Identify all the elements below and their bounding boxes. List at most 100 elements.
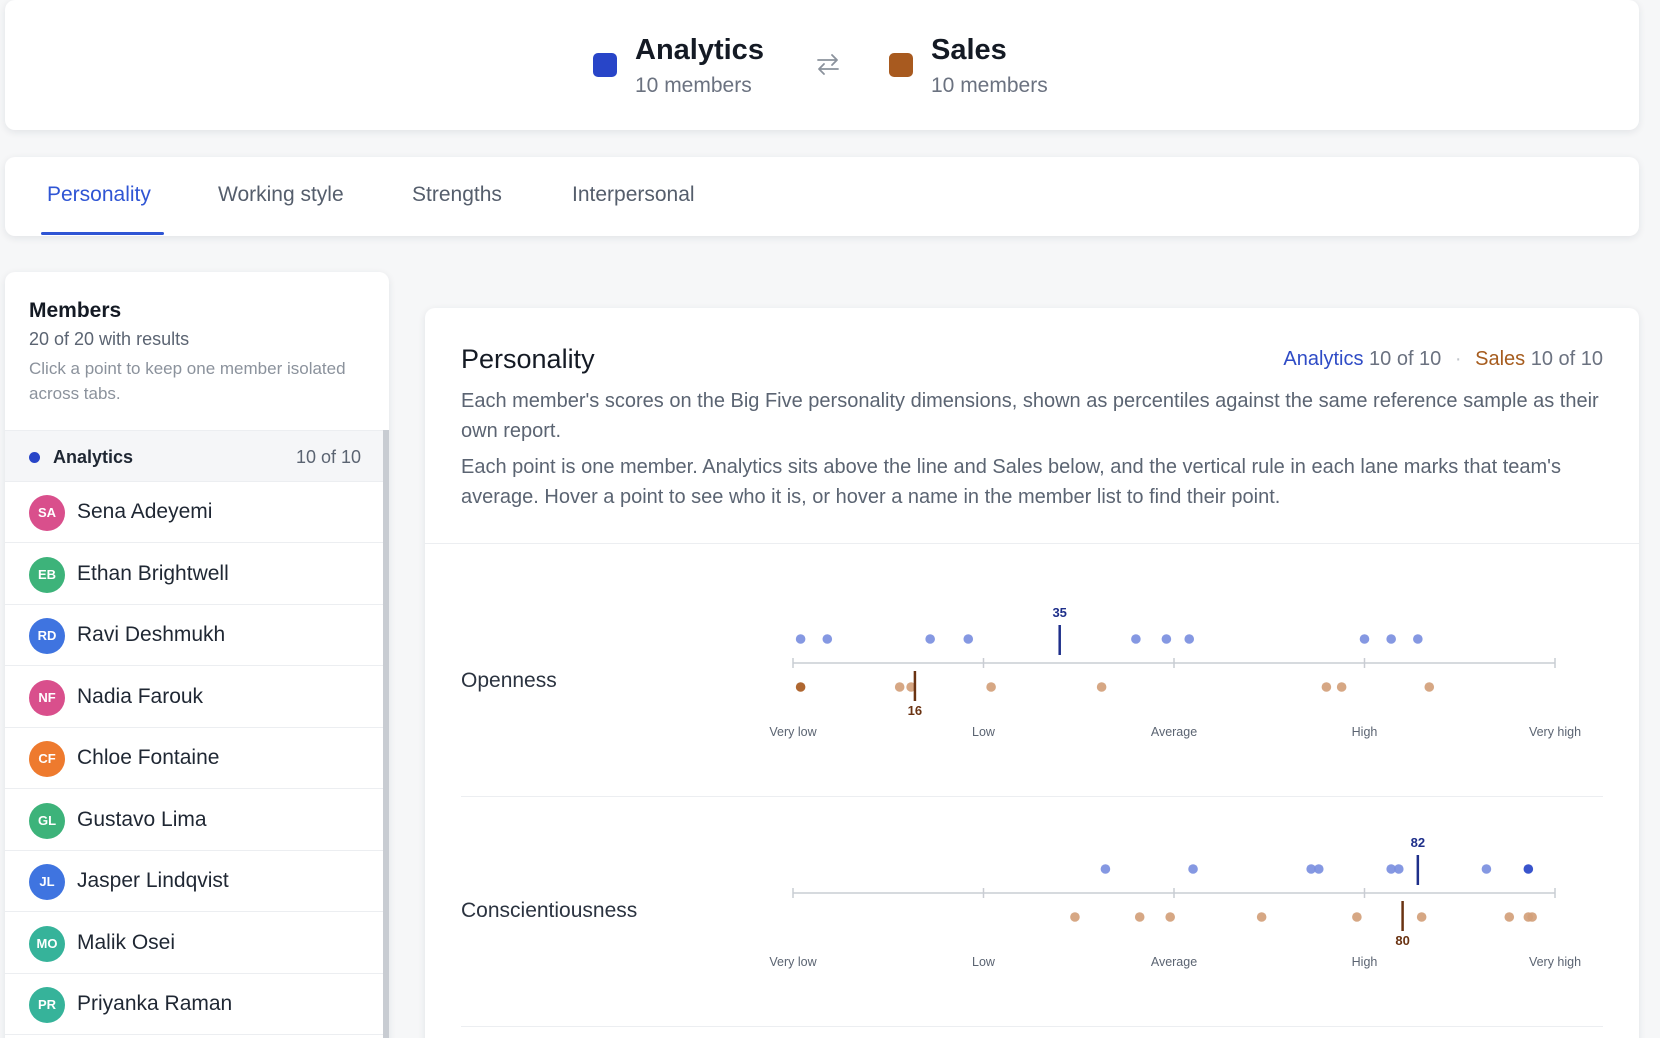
member-point	[894, 682, 905, 692]
swap-arrows-icon[interactable]	[813, 49, 843, 79]
tick-label: Very high	[1529, 725, 1581, 739]
tick-label: High	[1352, 725, 1378, 739]
members-sidebar: Members 20 of 20 with results Click a po…	[5, 272, 389, 1038]
team-a-count: 10 members	[635, 74, 752, 97]
tick-label: Average	[1151, 725, 1197, 739]
member-point	[1413, 634, 1423, 644]
average-label: 82	[1411, 835, 1425, 850]
member-point	[1184, 634, 1195, 644]
member-row[interactable]: GL Gustavo Lima	[5, 790, 383, 851]
member-name: Ravi Deshmukh	[77, 623, 226, 646]
conscientiousness-lane-chart: Very low Low Average High Very high 82 80	[769, 835, 1581, 969]
member-row[interactable]: SA Sena Adeyemi	[5, 482, 383, 543]
member-point	[1165, 912, 1175, 922]
member-name: Gustavo Lima	[77, 807, 207, 831]
avatar: MO	[29, 925, 65, 962]
member-point	[1481, 864, 1492, 874]
member-point	[1100, 864, 1111, 874]
member-point	[986, 682, 996, 692]
panel-description: Each member's scores on the Big Five per…	[461, 390, 1599, 442]
group-name: Analytics	[53, 447, 134, 467]
member-name: Nadia Farouk	[77, 684, 204, 708]
member-name: Chloe Fontaine	[77, 746, 220, 769]
member-name: Jasper Lindqvist	[77, 869, 229, 892]
tick-label: Very high	[1529, 955, 1581, 969]
openness-lane-chart: Very low Low Average High Very high 35 16	[769, 605, 1581, 739]
member-row[interactable]: PR Priyanka Raman	[5, 974, 383, 1035]
panel-title: Personality	[461, 344, 595, 374]
group-header-analytics[interactable]: Analytics 10 of 10	[5, 430, 383, 482]
avatar: NF	[29, 679, 65, 716]
team-b-swatch	[889, 53, 913, 77]
member-point	[1527, 912, 1537, 922]
member-row[interactable]: RD Ravi Deshmukh	[5, 605, 383, 666]
member-point	[1416, 912, 1427, 922]
sidebar-title: Members	[29, 299, 122, 322]
team-a-name: Analytics	[635, 34, 764, 66]
member-row[interactable]: CF Chloe Fontaine	[5, 728, 383, 789]
tab-working-style[interactable]: Working style	[218, 183, 344, 206]
member-point	[1386, 634, 1396, 644]
avatar: RD	[29, 618, 65, 654]
avatar: GL	[29, 802, 65, 839]
member-point	[795, 682, 806, 692]
tab-interpersonal[interactable]: Interpersonal	[572, 183, 695, 206]
legend-team-b-count: 10 of 10	[1530, 348, 1603, 370]
legend-team-b-name: Sales	[1475, 348, 1526, 370]
member-name: Priyanka Raman	[77, 992, 233, 1015]
trait-label-openness: Openness	[461, 669, 557, 692]
member-point	[1424, 682, 1435, 692]
panel-legend: Analytics 10 of 10 · Sales 10 of 10	[1283, 348, 1603, 371]
sidebar-scrollbar[interactable]	[383, 430, 389, 1038]
member-point	[1096, 682, 1107, 692]
member-point	[1188, 864, 1198, 874]
trait-label-conscientiousness: Conscientiousness	[461, 899, 638, 922]
tab-strengths[interactable]: Strengths	[412, 183, 502, 206]
team-b-count: 10 members	[931, 74, 1048, 97]
member-point	[1336, 682, 1347, 692]
legend-team-a-name: Analytics	[1283, 348, 1364, 370]
panel-divider	[425, 543, 1639, 544]
sidebar-subtitle: 20 of 20 with results	[29, 329, 190, 349]
member-point	[1321, 682, 1332, 692]
panel-instructions: Each point is one member. Analytics sits…	[461, 456, 1561, 508]
lane-divider	[461, 1026, 1603, 1027]
member-point	[1359, 634, 1370, 644]
member-name: Malik Osei	[77, 930, 176, 954]
tick-label: Low	[972, 955, 996, 969]
member-point	[1134, 912, 1145, 922]
sidebar-hint: Click a point to keep one member isolate…	[29, 359, 346, 403]
member-point	[1306, 864, 1316, 874]
member-row[interactable]: JL Jasper Lindqvist	[5, 851, 383, 912]
personality-panel: Personality Analytics 10 of 10 · Sales 1…	[425, 308, 1639, 1038]
legend-separator: ·	[1454, 348, 1462, 370]
member-name: Sena Adeyemi	[77, 500, 213, 523]
member-point	[925, 634, 935, 644]
average-label: 35	[1052, 605, 1066, 620]
tick-label: Low	[972, 725, 996, 739]
member-point	[1161, 634, 1172, 644]
group-count: 10 of 10	[295, 447, 361, 467]
member-row[interactable]: EB Ethan Brightwell	[5, 544, 383, 605]
member-point	[1523, 864, 1534, 874]
tick-label: Very low	[769, 955, 817, 969]
member-row[interactable]: NF Nadia Farouk	[5, 667, 383, 728]
tick-label: High	[1352, 955, 1378, 969]
member-point	[1386, 864, 1396, 874]
member-point	[1131, 634, 1141, 644]
avatar: JL	[29, 864, 65, 900]
member-point	[822, 634, 833, 644]
avatar: CF	[29, 741, 65, 777]
legend-team-a-count: 10 of 10	[1369, 348, 1442, 370]
avatar: EB	[29, 556, 65, 593]
member-point	[1313, 864, 1324, 874]
average-label: 16	[908, 703, 922, 718]
member-point	[1393, 864, 1404, 874]
member-name: Ethan Brightwell	[77, 561, 229, 585]
tab-personality[interactable]: Personality	[47, 183, 151, 206]
avatar: SA	[29, 495, 65, 531]
tick-label: Very low	[769, 725, 817, 739]
member-point	[906, 682, 916, 692]
member-row[interactable]: MO Malik Osei	[5, 913, 383, 974]
lane-divider	[461, 796, 1603, 797]
